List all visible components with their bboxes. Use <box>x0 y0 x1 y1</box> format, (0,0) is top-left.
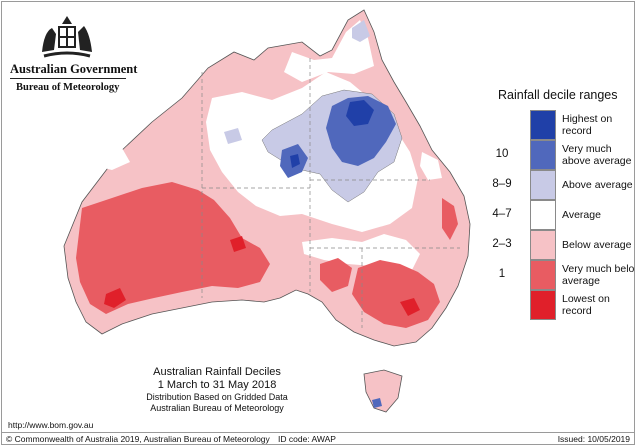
footer: © Commonwealth of Australia 2019, Austra… <box>2 434 634 444</box>
legend-swatch-below <box>530 230 556 260</box>
legend-row-very-much-above: 10 Very much above average <box>480 140 631 170</box>
legend-label: Very much below average <box>562 263 635 287</box>
legend-row-below: 2–3 Below average <box>480 230 631 260</box>
legend-swatch-above <box>530 170 556 200</box>
legend: Rainfall decile ranges Highest on record… <box>480 88 634 328</box>
lowest-on-record-zone-wa-east <box>230 236 246 252</box>
very-much-below-zone-east-coast <box>442 198 458 240</box>
bom-url[interactable]: http://www.bom.gov.au <box>8 420 94 430</box>
legend-label: Average <box>562 209 601 221</box>
legend-swatch-highest <box>530 110 556 140</box>
copyright-text: © Commonwealth of Australia 2019, Austra… <box>6 434 270 444</box>
legend-row-lowest: Lowest on record <box>480 290 630 320</box>
highest-on-record-zone-small <box>290 154 300 168</box>
legend-label: Above average <box>562 179 633 191</box>
tasmania-above-average <box>372 398 382 408</box>
state-borders <box>201 58 460 328</box>
legend-row-very-much-below: 1 Very much below average <box>480 260 634 290</box>
caption-period: 1 March to 31 May 2018 <box>157 379 277 391</box>
average-zone-west-patch <box>96 148 130 170</box>
legend-range: 1 <box>498 268 506 280</box>
above-average-zone-cape <box>352 20 370 42</box>
issued-date: Issued: 10/05/2019 <box>557 434 630 444</box>
legend-range: 8–9 <box>492 178 512 190</box>
map-caption: Australian Rainfall Deciles 1 March to 3… <box>132 366 302 414</box>
caption-note: Distribution Based on Gridded Data <box>146 392 288 402</box>
legend-swatch-very-much-below <box>530 260 556 290</box>
legend-swatch-average <box>530 200 556 230</box>
footer-divider <box>2 432 634 433</box>
above-average-zone-small-west <box>224 128 242 144</box>
highest-on-record-zone <box>346 100 374 126</box>
legend-swatch-very-much-above <box>530 140 556 170</box>
legend-label: Highest on record <box>562 113 613 137</box>
caption-source: Australian Bureau of Meteorology <box>150 403 284 413</box>
government-wordmark: Australian Government <box>10 62 138 76</box>
very-much-below-zone-sa <box>320 258 352 292</box>
legend-range: 4–7 <box>492 208 512 220</box>
legend-swatch-lowest <box>530 290 556 320</box>
id-code: ID code: AWAP <box>278 434 336 444</box>
legend-row-highest: Highest on record <box>480 110 630 140</box>
legend-label: Below average <box>562 239 632 251</box>
legend-row-above: 8–9 Above average <box>480 170 633 200</box>
logo-divider <box>10 78 126 79</box>
legend-range: 10 <box>495 148 509 160</box>
legend-label: Lowest on record <box>562 293 610 317</box>
legend-title: Rainfall decile ranges <box>498 88 618 102</box>
bom-logo: Australian Government Bureau of Meteorol… <box>10 12 138 97</box>
legend-row-average: 4–7 Average <box>480 200 630 230</box>
lowest-on-record-zone-vic <box>400 298 420 316</box>
tasmania <box>363 369 403 413</box>
lowest-on-record-zone-sw <box>104 288 126 308</box>
very-much-above-zone <box>326 96 396 166</box>
coat-of-arms-icon <box>42 16 92 58</box>
bureau-wordmark: Bureau of Meteorology <box>16 82 120 93</box>
legend-range: 2–3 <box>492 238 512 250</box>
caption-title: Australian Rainfall Deciles <box>153 366 281 378</box>
very-much-below-zone-wa <box>76 182 270 314</box>
legend-label: Very much above average <box>562 143 632 167</box>
average-zone-coast-patch <box>420 152 442 180</box>
average-zone-north-top <box>284 20 374 82</box>
